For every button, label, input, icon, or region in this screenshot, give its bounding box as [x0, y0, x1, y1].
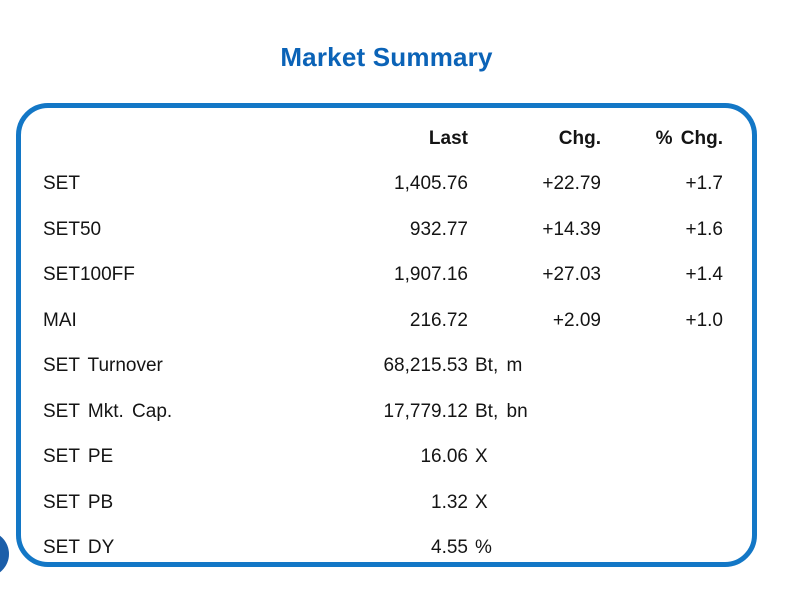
- table-row: MAI 216.72 +2.09 +1.0: [43, 298, 723, 344]
- header-pct-chg: % Chg.: [655, 127, 723, 149]
- row-label: SET PB: [43, 491, 114, 513]
- row-label: SET50: [43, 218, 102, 240]
- row-chg-value: +22.79: [542, 173, 601, 195]
- page-title: Market Summary: [280, 42, 493, 72]
- row-last-value: 16.06: [420, 446, 468, 468]
- row-last-value: 1,907.16: [394, 264, 468, 286]
- row-chg-value: +2.09: [552, 309, 601, 331]
- market-summary-panel: Last Chg. % Chg. SET 1,405.76 +22.79 +1.…: [16, 103, 757, 567]
- row-label: SET Turnover: [43, 355, 163, 377]
- row-unit: Bt, m: [475, 355, 523, 377]
- table-row: SET Turnover 68,215.53 Bt, m: [43, 344, 723, 390]
- row-last-value: 1.32: [431, 491, 468, 513]
- row-chg-value: +27.03: [542, 264, 601, 286]
- row-last-value: 932.77: [409, 218, 468, 240]
- header-last: Last: [428, 127, 468, 149]
- row-pct-chg-value: +1.4: [685, 264, 723, 286]
- table-row: SET 1,405.76 +22.79 +1.7: [43, 162, 723, 208]
- row-unit: Bt, bn: [475, 400, 528, 422]
- row-pct-chg-value: +1.6: [685, 218, 723, 240]
- row-last-value: 216.72: [409, 309, 468, 331]
- row-pct-chg-value: +1.0: [685, 309, 723, 331]
- row-label: MAI: [43, 309, 77, 331]
- row-label: SET DY: [43, 537, 115, 559]
- decorative-circle: [0, 531, 9, 577]
- table-body: SET 1,405.76 +22.79 +1.7 SET50 932.77 +1…: [43, 162, 723, 572]
- row-unit: X: [475, 491, 488, 513]
- header-chg: Chg.: [558, 127, 601, 149]
- table-row: SET PE 16.06 X: [43, 435, 723, 481]
- row-unit: %: [475, 537, 492, 559]
- table-row: SET50 932.77 +14.39 +1.6: [43, 207, 723, 253]
- row-last-value: 68,215.53: [383, 355, 468, 377]
- row-last-value: 1,405.76: [394, 173, 468, 195]
- row-chg-value: +14.39: [542, 218, 601, 240]
- table-row: SET Mkt. Cap. 17,779.12 Bt, bn: [43, 389, 723, 435]
- table-row: SET DY 4.55 %: [43, 526, 723, 572]
- table-header-row: Last Chg. % Chg.: [43, 116, 723, 162]
- row-unit: X: [475, 446, 488, 468]
- row-label: SET Mkt. Cap.: [43, 400, 173, 422]
- row-label: SET: [43, 173, 80, 195]
- row-last-value: 17,779.12: [383, 400, 468, 422]
- row-label: SET100FF: [43, 264, 135, 286]
- table-row: SET100FF 1,907.16 +27.03 +1.4: [43, 253, 723, 299]
- row-last-value: 4.55: [431, 537, 468, 559]
- row-label: SET PE: [43, 446, 114, 468]
- row-pct-chg-value: +1.7: [685, 173, 723, 195]
- table-row: SET PB 1.32 X: [43, 480, 723, 526]
